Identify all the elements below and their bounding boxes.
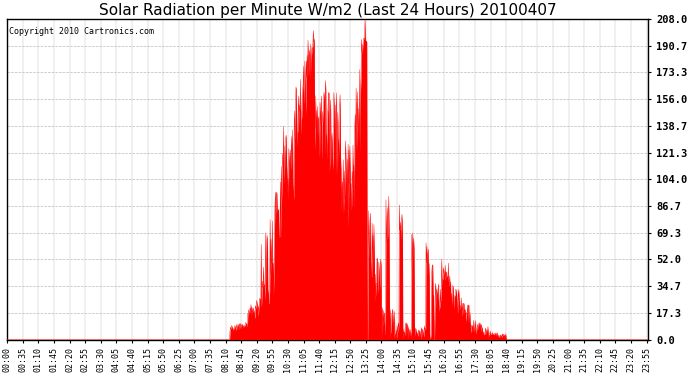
Text: Copyright 2010 Cartronics.com: Copyright 2010 Cartronics.com	[8, 27, 154, 36]
Title: Solar Radiation per Minute W/m2 (Last 24 Hours) 20100407: Solar Radiation per Minute W/m2 (Last 24…	[99, 3, 557, 18]
